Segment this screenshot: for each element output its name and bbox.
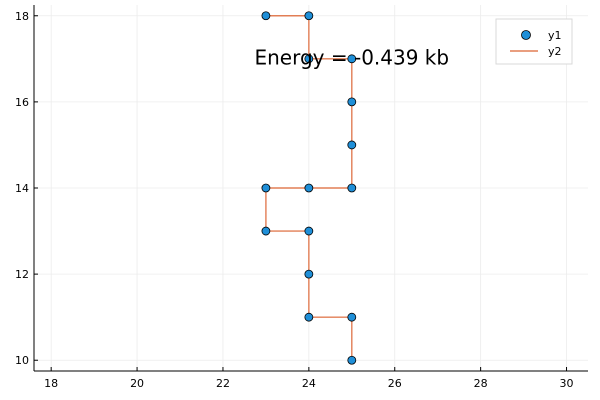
energy-annotation: Energy = -0.439 kb: [254, 45, 449, 69]
legend: y1 y2: [495, 18, 573, 65]
scatter-point: [261, 183, 271, 193]
x-tick-label: 24: [302, 377, 316, 390]
axes: [33, 5, 588, 372]
y-tick-label: 12: [15, 268, 29, 281]
x-tick-label: 30: [560, 377, 574, 390]
y-tick-label: 14: [15, 182, 29, 195]
legend-label-y1: y1: [548, 29, 562, 42]
y-tick-label: 10: [15, 354, 29, 367]
scatter-point: [304, 226, 314, 236]
y-tick-label: 18: [15, 10, 29, 23]
tick-labels: 18 20 22 24 26 28 30 10 12 14 16 18: [15, 10, 574, 390]
x-tick-label: 28: [474, 377, 488, 390]
scatter-point: [347, 140, 357, 150]
scatter-point: [261, 226, 271, 236]
legend-label-y2: y2: [548, 45, 562, 58]
scatter-point: [347, 183, 357, 193]
x-tick-label: 22: [216, 377, 230, 390]
scatter-point: [347, 54, 357, 64]
legend-box: [495, 18, 573, 65]
scatter-point: [304, 183, 314, 193]
scatter-point: [304, 11, 314, 21]
x-tick-label: 26: [388, 377, 402, 390]
scatter-point: [261, 11, 271, 21]
scatter-point: [347, 355, 357, 365]
x-tick-label: 20: [130, 377, 144, 390]
y-tick-label: 16: [15, 96, 29, 109]
scatter-point: [347, 97, 357, 107]
scatter-point: [304, 312, 314, 322]
series-points-group: [261, 11, 357, 365]
x-tick-label: 18: [44, 377, 58, 390]
scatter-point: [304, 269, 314, 279]
legend-marker-y1: [521, 30, 531, 40]
scatter-point: [347, 312, 357, 322]
scatter-point: [304, 54, 314, 64]
